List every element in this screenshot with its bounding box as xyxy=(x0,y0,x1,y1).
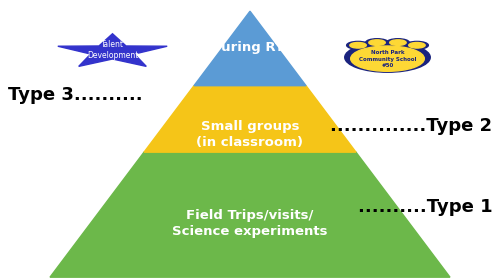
Ellipse shape xyxy=(406,41,428,49)
Text: Talent
Development: Talent Development xyxy=(87,40,138,60)
Text: Small groups
(in classroom): Small groups (in classroom) xyxy=(196,120,304,149)
Text: ..............Type 2: ..............Type 2 xyxy=(330,117,492,135)
Polygon shape xyxy=(58,34,167,66)
Ellipse shape xyxy=(369,40,386,45)
Text: Field Trips/visits/
Science experiments: Field Trips/visits/ Science experiments xyxy=(172,209,328,239)
Ellipse shape xyxy=(408,43,425,48)
Text: ..........Type 1: ..........Type 1 xyxy=(358,198,492,216)
Polygon shape xyxy=(194,11,306,86)
Ellipse shape xyxy=(386,39,409,46)
Text: North Park
Community School
#50: North Park Community School #50 xyxy=(359,50,416,68)
Ellipse shape xyxy=(345,43,430,72)
Polygon shape xyxy=(50,152,450,277)
Ellipse shape xyxy=(350,46,424,71)
Ellipse shape xyxy=(366,39,388,46)
Text: Type 3..........: Type 3.......... xyxy=(8,86,142,104)
Text: During RTI: During RTI xyxy=(210,41,290,54)
Ellipse shape xyxy=(346,41,370,49)
Ellipse shape xyxy=(350,43,366,48)
Polygon shape xyxy=(144,86,356,152)
Ellipse shape xyxy=(390,40,406,45)
